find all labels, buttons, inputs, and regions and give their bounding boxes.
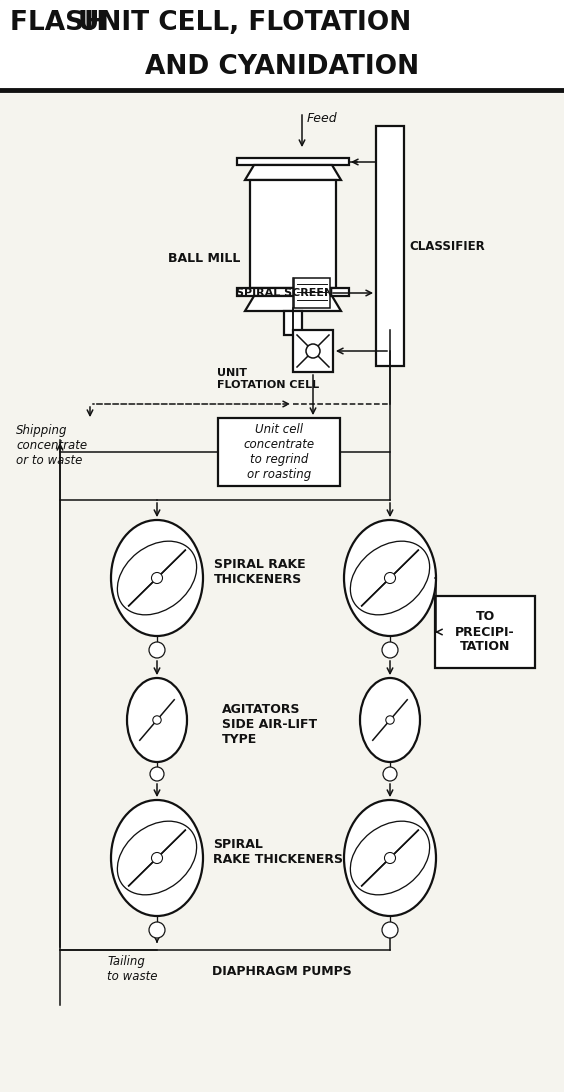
Circle shape bbox=[149, 642, 165, 658]
Text: Shipping
concentrate
or to waste: Shipping concentrate or to waste bbox=[16, 424, 87, 467]
Circle shape bbox=[383, 767, 397, 781]
Circle shape bbox=[385, 853, 395, 864]
Circle shape bbox=[152, 853, 162, 864]
Text: TO
PRECIPI-
TATION: TO PRECIPI- TATION bbox=[455, 610, 515, 653]
Text: BALL MILL: BALL MILL bbox=[168, 252, 240, 265]
Bar bbox=[376, 126, 404, 366]
Polygon shape bbox=[245, 165, 341, 180]
Circle shape bbox=[152, 572, 162, 583]
Ellipse shape bbox=[344, 520, 436, 636]
Circle shape bbox=[153, 715, 161, 724]
Text: AND CYANIDATION: AND CYANIDATION bbox=[145, 54, 419, 80]
Text: SPIRAL SCREEN: SPIRAL SCREEN bbox=[236, 288, 333, 298]
Text: AGITATORS
SIDE AIR-LIFT
TYPE: AGITATORS SIDE AIR-LIFT TYPE bbox=[222, 703, 317, 746]
Circle shape bbox=[150, 767, 164, 781]
Text: UNIT
FLOTATION CELL: UNIT FLOTATION CELL bbox=[217, 368, 319, 390]
Ellipse shape bbox=[344, 800, 436, 916]
Circle shape bbox=[149, 922, 165, 938]
Text: UNIT CELL, FLOTATION: UNIT CELL, FLOTATION bbox=[78, 10, 411, 36]
Circle shape bbox=[385, 572, 395, 583]
Bar bbox=[237, 288, 349, 296]
Bar bbox=[435, 596, 535, 668]
Bar bbox=[237, 158, 349, 165]
Bar bbox=[284, 311, 302, 335]
Bar bbox=[218, 418, 340, 486]
Circle shape bbox=[382, 922, 398, 938]
Polygon shape bbox=[245, 296, 341, 311]
Circle shape bbox=[386, 715, 394, 724]
Bar bbox=[293, 330, 333, 372]
Text: Feed: Feed bbox=[307, 112, 338, 124]
Text: Unit cell
concentrate
to regrind
or roasting: Unit cell concentrate to regrind or roas… bbox=[244, 423, 315, 480]
Ellipse shape bbox=[127, 678, 187, 762]
Text: FLASH: FLASH bbox=[10, 10, 115, 36]
Bar bbox=[0, 0, 564, 92]
Bar bbox=[294, 278, 330, 308]
Text: CLASSIFIER: CLASSIFIER bbox=[409, 239, 484, 252]
Ellipse shape bbox=[111, 800, 203, 916]
Circle shape bbox=[382, 642, 398, 658]
Bar bbox=[250, 180, 336, 288]
Text: SPIRAL
RAKE THICKENERS: SPIRAL RAKE THICKENERS bbox=[213, 838, 343, 866]
Circle shape bbox=[306, 344, 320, 358]
Ellipse shape bbox=[111, 520, 203, 636]
Text: Tailing
to waste: Tailing to waste bbox=[107, 956, 157, 983]
Ellipse shape bbox=[360, 678, 420, 762]
Text: SPIRAL RAKE
THICKENERS: SPIRAL RAKE THICKENERS bbox=[214, 558, 306, 586]
Text: DIAPHRAGM PUMPS: DIAPHRAGM PUMPS bbox=[212, 965, 352, 978]
